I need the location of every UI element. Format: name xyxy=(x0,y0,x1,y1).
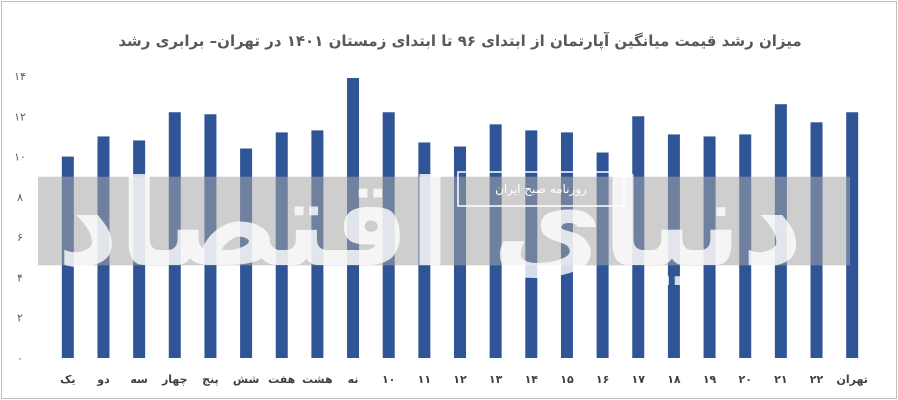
x-category-label: چهار xyxy=(161,373,188,386)
x-category-label: یک xyxy=(60,373,75,386)
watermark-logo: دنیای اقتصاد xyxy=(57,155,803,294)
x-category-label: ۱۷ xyxy=(632,373,646,386)
x-category-label: هفت xyxy=(268,373,295,386)
x-category-label: ۲۰ xyxy=(738,373,751,386)
y-tick-label: ۱۴ xyxy=(14,70,26,83)
x-category-label: ۲۱ xyxy=(774,373,787,386)
y-tick-label: ۴ xyxy=(17,271,23,284)
x-category-label: ۱۸ xyxy=(667,373,681,386)
x-category-label: ۱۲ xyxy=(453,373,467,386)
x-category-label: ۱۱ xyxy=(418,373,431,386)
x-category-label: سه xyxy=(130,373,148,386)
x-category-label: ۲۲ xyxy=(810,373,824,386)
y-tick-label: ۱۰ xyxy=(14,151,26,164)
x-category-label: نه xyxy=(348,373,359,386)
x-category-label: شش xyxy=(233,373,259,386)
x-category-label: ۱۵ xyxy=(560,373,574,386)
bar xyxy=(846,112,859,358)
y-tick-label: ۰ xyxy=(17,352,23,365)
chart-title: میزان رشد قیمت میانگین آپارتمان از ابتدا… xyxy=(118,32,802,50)
watermark-stamp: روزنامه صبح ایران xyxy=(457,171,625,207)
y-tick-label: ۶ xyxy=(17,231,23,244)
x-category-label: ۱۶ xyxy=(596,373,609,386)
x-category-label: ۱۴ xyxy=(525,373,539,386)
x-category-label: پنج xyxy=(202,373,219,386)
x-category-label: تهران xyxy=(836,373,867,386)
x-category-label: ۱۹ xyxy=(703,373,717,386)
x-category-label: هشت xyxy=(302,373,332,386)
x-category-label: دو xyxy=(96,373,110,386)
y-axis-ticks: ۰ ۲ ۴ ۶ ۸ ۱۰ ۱۲ ۱۴ xyxy=(14,70,26,365)
y-tick-label: ۱۲ xyxy=(14,110,26,123)
x-axis-categories: یک دو سه چهار پنج شش هفت هشت نه ۱۰ ۱۱ ۱۲ ۱۳ ۱۴ ۱۵ ۱۶ ۱۷ ۱… xyxy=(60,373,868,386)
watermark-stamp-text: روزنامه صبح ایران xyxy=(495,182,587,197)
watermark-band xyxy=(38,176,850,266)
y-tick-label: ۸ xyxy=(17,191,23,204)
x-category-label: ۱۳ xyxy=(489,373,503,386)
y-tick-label: ۲ xyxy=(17,312,23,325)
x-category-label: ۱۰ xyxy=(382,373,395,386)
